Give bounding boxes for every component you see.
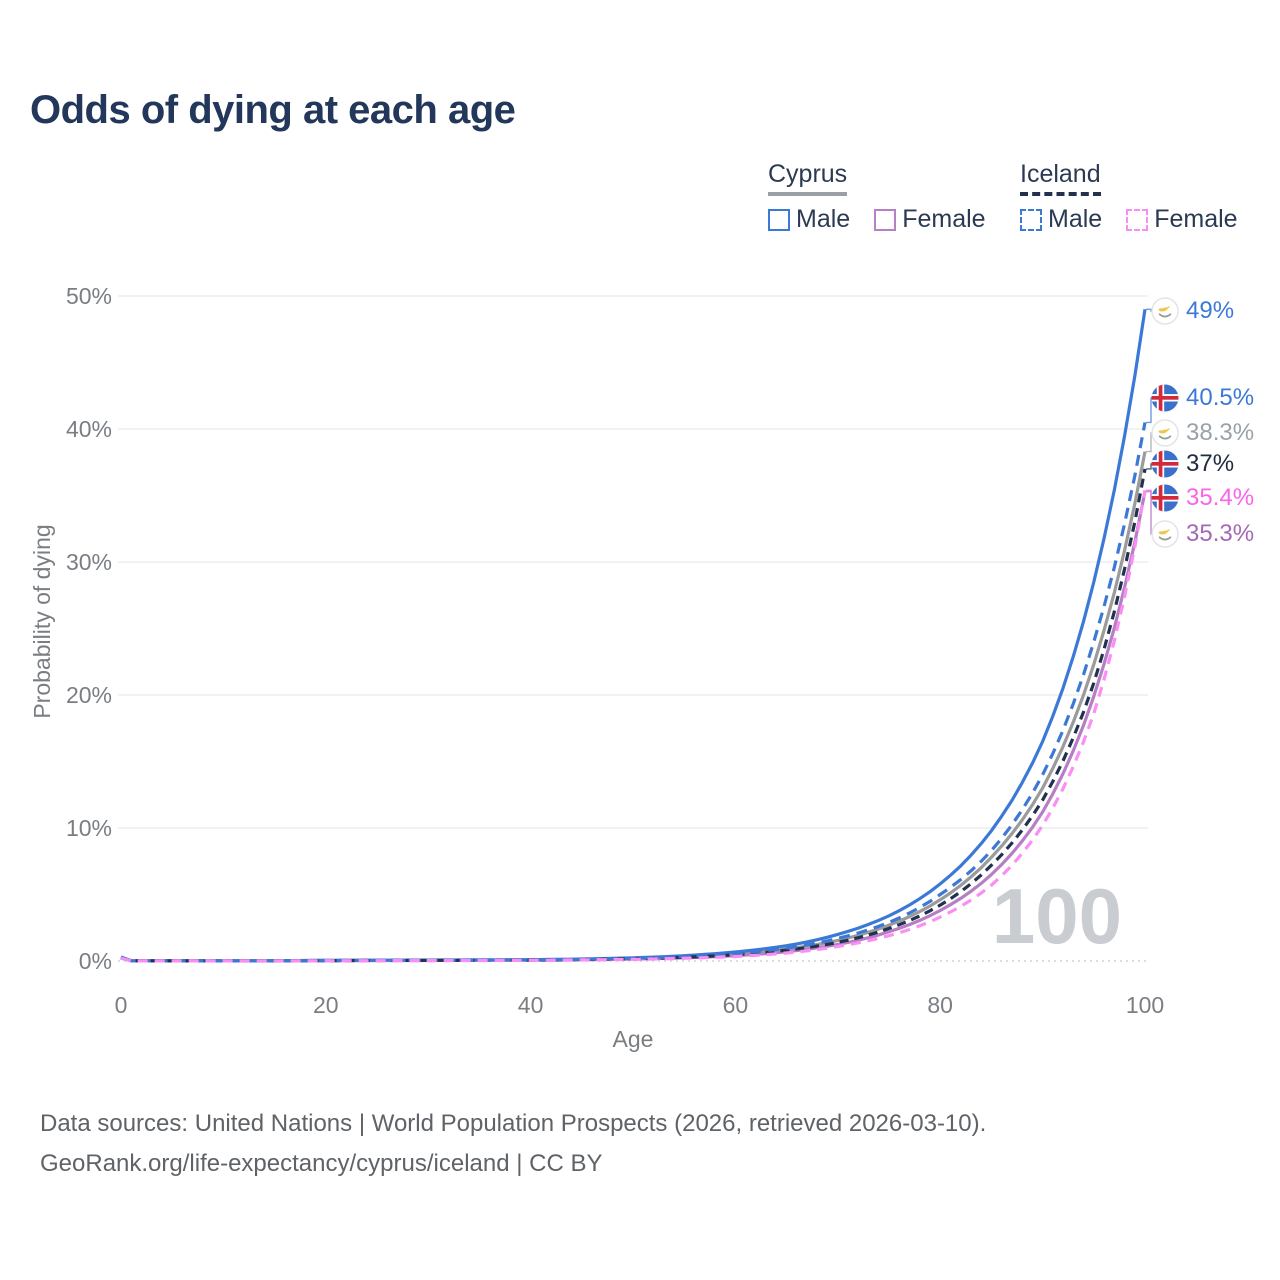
iceland-female-swatch-icon	[1126, 208, 1149, 231]
series-line-cyprus-male	[120, 309, 1147, 963]
legend-item-label: Female	[1154, 205, 1238, 233]
legend-item-iceland-male[interactable]: Male	[1020, 205, 1102, 234]
y-tick-label: 40%	[66, 416, 112, 442]
chart-title: Odds of dying at each age	[30, 88, 516, 132]
legend-item-label: Male	[796, 205, 851, 233]
x-tick-label: 80	[927, 992, 953, 1018]
iceland-male-swatch-icon	[1020, 208, 1042, 231]
legend-item-label: Male	[1048, 205, 1103, 233]
label-leader-line	[1146, 308, 1157, 312]
x-tick-label: 40	[518, 992, 544, 1018]
hover-age-watermark: 100	[992, 872, 1122, 960]
legend-item-label: Female	[902, 205, 986, 233]
legend-country-iceland[interactable]: Iceland	[1020, 160, 1101, 196]
x-axis-title: Age	[612, 1026, 654, 1052]
cyprus-female-swatch-icon	[874, 208, 897, 231]
y-tick-label: 20%	[66, 682, 112, 708]
legend-group-cyprus: Cyprus Male Female	[768, 160, 986, 234]
x-tick-label: 20	[313, 992, 339, 1018]
legend-row-iceland: Male Female	[1020, 205, 1238, 234]
legend-group-iceland: Iceland Male Female	[1020, 160, 1238, 234]
y-tick-label: 10%	[66, 815, 112, 841]
chart-legend: Cyprus Male Female Iceland Male	[0, 160, 1280, 246]
label-leader-line	[1146, 463, 1157, 470]
data-source-footer: Data sources: United Nations | World Pop…	[40, 1104, 986, 1184]
cyprus-male-swatch-icon	[768, 208, 790, 231]
y-axis-title: Probability of dying	[29, 524, 55, 719]
legend-country-cyprus[interactable]: Cyprus	[768, 160, 848, 196]
legend-item-cyprus-male[interactable]: Male	[768, 205, 850, 234]
label-leader-line	[1146, 432, 1157, 453]
x-tick-label: 60	[723, 992, 749, 1018]
x-tick-label: 0	[115, 992, 128, 1018]
x-tick-label: 100	[1126, 992, 1164, 1018]
legend-item-cyprus-female[interactable]: Female	[874, 205, 986, 234]
series-line-iceland-female	[120, 489, 1147, 963]
y-tick-label: 50%	[66, 283, 112, 309]
y-tick-label: 30%	[66, 549, 112, 575]
legend-item-iceland-female[interactable]: Female	[1126, 205, 1238, 234]
y-tick-label: 0%	[79, 948, 112, 974]
footer-line-2: GeoRank.org/life-expectancy/cyprus/icela…	[40, 1150, 603, 1177]
label-leader-line	[1146, 397, 1157, 424]
footer-line-1: Data sources: United Nations | World Pop…	[40, 1110, 987, 1137]
legend-row-cyprus: Male Female	[768, 205, 986, 234]
